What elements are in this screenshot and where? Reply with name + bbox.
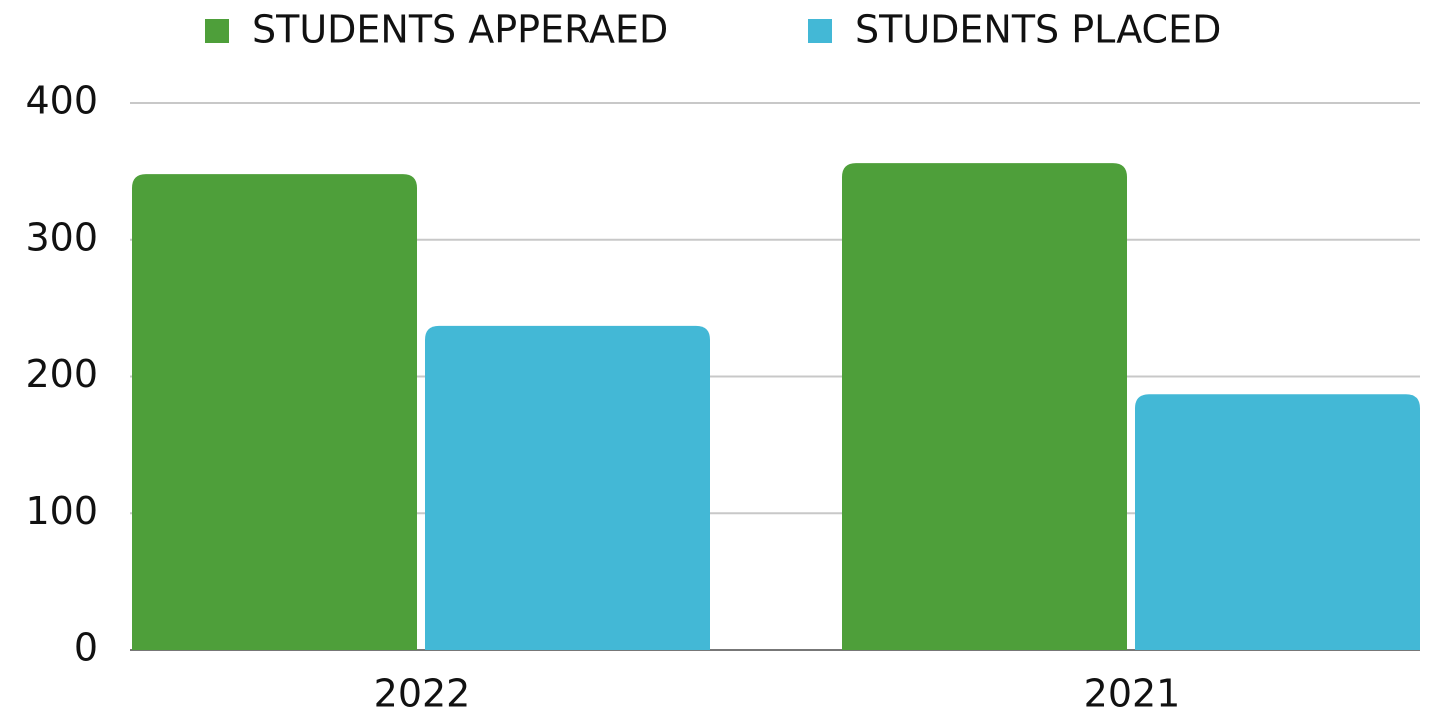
x-tick-label: 2021 bbox=[1084, 672, 1181, 716]
legend-label: STUDENTS PLACED bbox=[855, 8, 1221, 52]
legend-swatch bbox=[808, 19, 832, 43]
y-tick-label: 0 bbox=[74, 626, 98, 670]
y-tick-label: 200 bbox=[25, 352, 98, 396]
y-tick-label: 100 bbox=[25, 489, 98, 533]
y-tick-label: 400 bbox=[25, 79, 98, 123]
x-tick-label: 2022 bbox=[374, 672, 471, 716]
bar bbox=[425, 325, 710, 650]
bar bbox=[1135, 394, 1420, 650]
y-tick-label: 300 bbox=[25, 215, 98, 259]
bar bbox=[132, 174, 417, 651]
bar bbox=[842, 163, 1127, 651]
legend-label: STUDENTS APPERAED bbox=[252, 8, 668, 52]
legend-swatch bbox=[205, 19, 229, 43]
